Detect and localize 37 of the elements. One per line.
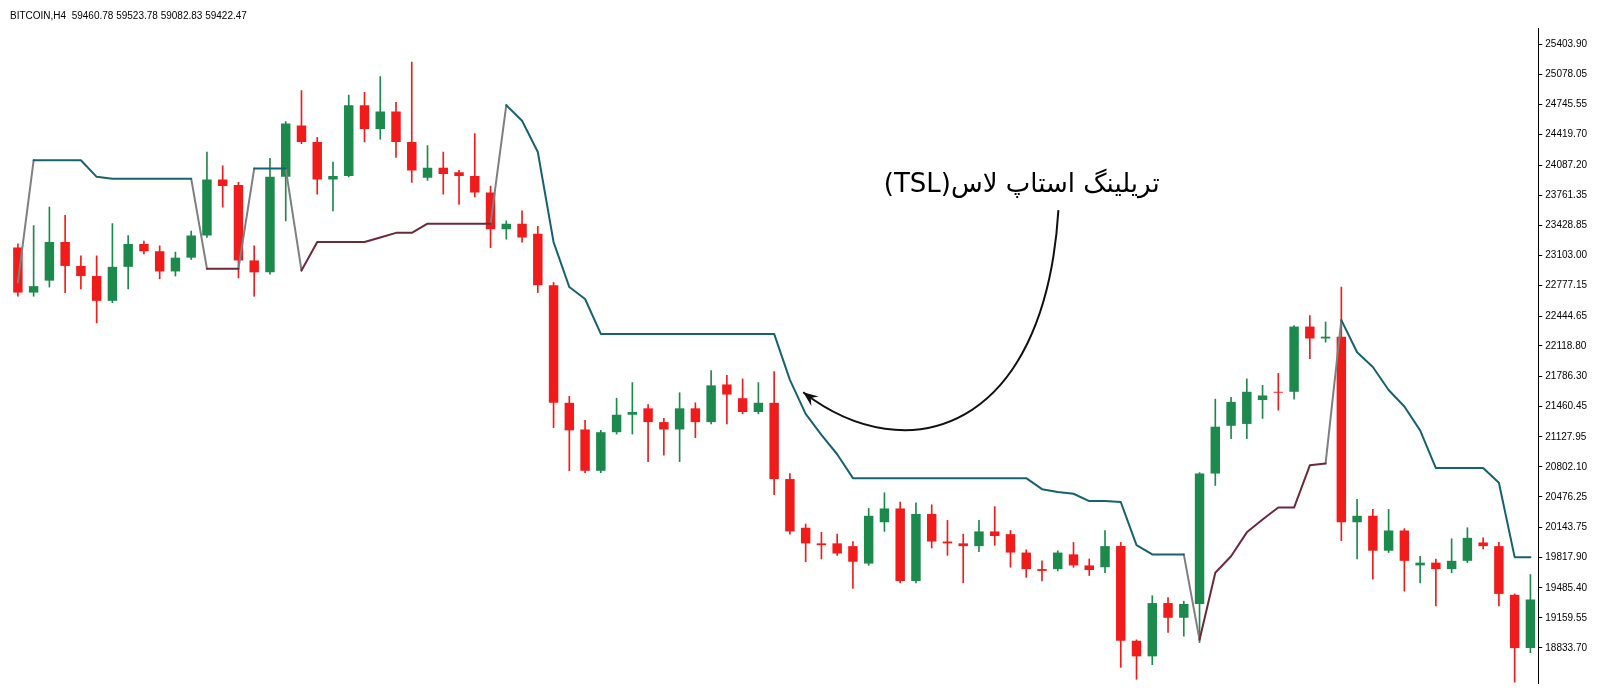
- candlestick: [1352, 498, 1362, 560]
- y-tick-label: 24745.55: [1545, 98, 1588, 110]
- y-tick-label: 23428.85: [1545, 219, 1588, 231]
- candlestick: [643, 404, 653, 462]
- candlestick: [454, 170, 464, 205]
- y-tick-label: 21786.30: [1545, 370, 1588, 382]
- y-tick-label: 22444.65: [1545, 309, 1588, 321]
- candlestick: [328, 161, 338, 212]
- y-tick-label: 19159.55: [1545, 611, 1588, 623]
- annotation: تریلینگ استاپ لاس(TSL): [883, 167, 1160, 199]
- y-tick-label: 25078.05: [1545, 67, 1588, 79]
- y-tick-label: 21460.45: [1545, 400, 1588, 412]
- candlestick: [958, 533, 968, 584]
- y-tick-label: 21127.95: [1545, 430, 1587, 442]
- y-tick-label: 18833.70: [1545, 641, 1588, 653]
- y-tick-label: 20802.10: [1545, 460, 1588, 472]
- y-tick-label: 22777.15: [1545, 279, 1588, 291]
- candlestick: [1037, 560, 1047, 582]
- candlestick: [407, 61, 417, 183]
- candlestick: [249, 245, 259, 297]
- y-tick-label: 20143.75: [1545, 521, 1588, 533]
- y-tick-label: 20476.25: [1545, 490, 1588, 502]
- y-tick-label: 25403.90: [1545, 37, 1588, 49]
- y-tick-label: 24419.70: [1545, 128, 1588, 140]
- y-tick-label: 24087.20: [1545, 158, 1588, 170]
- y-tick-label: 23761.35: [1545, 188, 1588, 200]
- candlestick: [659, 418, 669, 456]
- y-tick-label: 22118.80: [1545, 339, 1587, 351]
- candlestick: [1273, 373, 1284, 411]
- y-tick-label: 23103.00: [1545, 249, 1588, 261]
- chart-title: BITCOIN,H4 59460.78 59523.78 59082.83 59422.47: [10, 9, 248, 21]
- y-tick-label: 19817.90: [1545, 551, 1588, 563]
- y-tick-label: 19485.40: [1545, 581, 1588, 593]
- candlestick: [722, 374, 732, 425]
- candlestick: [1431, 558, 1441, 607]
- candlestick: [990, 506, 1000, 546]
- candlestick: [470, 133, 480, 198]
